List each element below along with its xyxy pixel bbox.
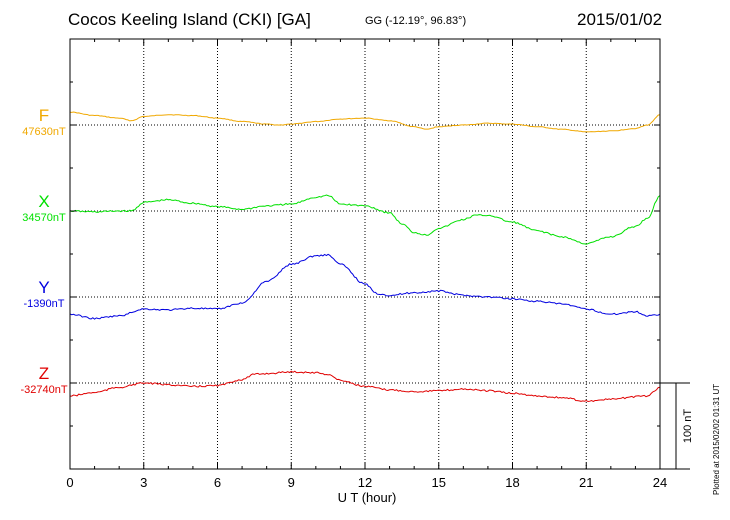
x-tick-label: 15 xyxy=(432,475,446,490)
plotted-timestamp: Plotted at 2015/02/02 01:31 UT xyxy=(712,383,721,495)
chart-series xyxy=(69,111,661,403)
component-letter: Z xyxy=(38,364,50,383)
x-tick-label: 9 xyxy=(288,475,295,490)
series-line-f xyxy=(69,111,661,133)
x-tick-label: 3 xyxy=(140,475,147,490)
component-letter: X xyxy=(38,192,50,211)
series-line-y xyxy=(69,253,661,320)
component-baseline: -1390nT xyxy=(23,298,65,310)
chart-frame xyxy=(69,38,661,470)
component-letter: F xyxy=(38,106,50,125)
component-letter: Y xyxy=(38,278,50,297)
chart-grid xyxy=(70,39,660,469)
component-label-z: Z -32740nT xyxy=(14,364,74,396)
component-baseline: 34570nT xyxy=(22,212,66,224)
scale-bar: 100 nT xyxy=(660,382,694,470)
x-tick-label: 18 xyxy=(505,475,519,490)
chart-title: Cocos Keeling Island (CKI) [GA] xyxy=(68,10,311,29)
component-baseline: -32740nT xyxy=(20,384,68,396)
x-axis-label: U T (hour) xyxy=(338,490,397,505)
station-coordinates: GG (-12.19°, 96.83°) xyxy=(365,15,467,27)
x-tick-label: 12 xyxy=(358,475,372,490)
x-tick-label: 6 xyxy=(214,475,221,490)
component-label-y: Y -1390nT xyxy=(14,278,74,310)
component-label-f: F 47630nT xyxy=(14,106,74,138)
component-baseline: 47630nT xyxy=(22,126,66,138)
x-tick-label: 21 xyxy=(579,475,593,490)
component-label-x: X 34570nT xyxy=(14,192,74,224)
series-line-x xyxy=(69,194,661,245)
scale-bar-label: 100 nT xyxy=(682,409,694,444)
chart-ticks: 0 3 6 9 12 15 18 21 24 xyxy=(66,39,667,490)
plot-frame xyxy=(69,38,661,470)
chart-date: 2015/01/02 xyxy=(577,10,663,29)
x-tick-label: 24 xyxy=(653,475,667,490)
x-tick-label: 0 xyxy=(66,475,73,490)
series-line-z xyxy=(70,370,661,403)
